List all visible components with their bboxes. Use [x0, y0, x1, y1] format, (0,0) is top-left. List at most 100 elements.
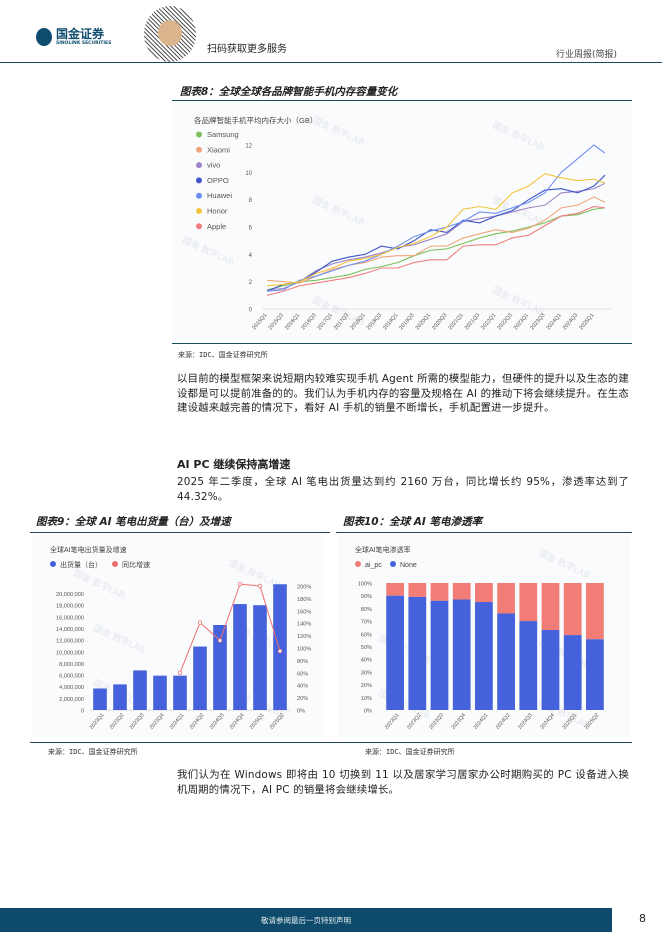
x-tick-label: 2024Q4 [229, 712, 246, 730]
y-right-tick-label: 100% [297, 647, 311, 653]
bar-none-2024Q2 [497, 613, 515, 710]
bar-2023Q3 [133, 670, 147, 710]
growth-point-2024Q2 [197, 620, 203, 625]
growth-point-2025Q2 [277, 648, 283, 654]
series-line-huawei [266, 144, 606, 292]
x-tick-label: 2021Q1 [448, 312, 465, 331]
y-tick-label: 12 [245, 144, 252, 150]
bar-none-2023Q2 [408, 596, 427, 710]
legend-marker [196, 162, 202, 169]
x-tick-label: 2019Q1 [382, 312, 399, 331]
logo-icon [36, 28, 52, 46]
legend-label: 同比增速 [122, 560, 150, 569]
y-tick-label: 8 [249, 198, 253, 204]
x-tick-label: 2024Q1 [473, 712, 490, 730]
qr-caption: 扫码获取更多服务 [207, 44, 287, 55]
y-tick-label: 0 [249, 308, 253, 314]
x-tick-label: 2025Q1 [249, 712, 266, 730]
bar-ai-pc-2024Q1 [475, 583, 493, 603]
figure10-title: 图表10：全球 AI 笔电渗透率 [343, 516, 482, 528]
x-tick-label: 2023Q2 [406, 712, 423, 730]
y-tick-label: 90% [361, 594, 372, 600]
figure9-title: 图表9：全球 AI 笔电出货量（台）及增速 [36, 516, 231, 528]
watermark: 国金 数字LAB [491, 119, 546, 152]
bar-none-2024Q3 [519, 621, 538, 710]
y-left-tick-label: 14,000,000 [56, 627, 84, 633]
series-line-samsung [266, 207, 606, 291]
bar-ai-pc-2024Q3 [519, 583, 538, 622]
watermark: 国金 数字LAB [537, 547, 592, 580]
y-left-tick-label: 16,000,000 [56, 615, 84, 621]
series-line-oppo [266, 174, 606, 292]
y-tick-label: 0% [364, 709, 372, 715]
section-heading: AI PC 继续保持高增速 [177, 458, 291, 471]
growth-point-2024Q1 [177, 670, 183, 675]
legend-marker [50, 561, 56, 567]
bar-ai-pc-2023Q1 [386, 583, 404, 596]
watermark: 国金 数字LAB [311, 194, 366, 227]
header-divider [0, 62, 662, 63]
x-tick-label: 2025Q1 [578, 312, 595, 331]
y-tick-label: 60% [361, 632, 372, 638]
bar-ai-pc-2023Q4 [452, 583, 471, 600]
figure9-top-rule [30, 532, 330, 533]
brand-cn: 国金证券 [56, 27, 105, 41]
figure8-bottom-rule [172, 343, 632, 344]
bar-ai-pc-2025Q1 [563, 583, 582, 636]
y-tick-label: 10% [361, 696, 372, 702]
legend-label: Xiaomi [207, 145, 230, 154]
x-tick-label: 2024Q1 [169, 712, 186, 730]
y-tick-label: 30% [361, 670, 372, 676]
legend-label: OPPO [207, 176, 229, 185]
figures-bottom-rule [30, 742, 632, 743]
y-tick-label: 40% [361, 658, 372, 664]
x-tick-label: 2024Q4 [539, 712, 556, 730]
x-tick-label: 2020Q1 [415, 312, 432, 331]
x-tick-label: 2024Q1 [546, 312, 563, 331]
y-tick-label: 70% [361, 620, 372, 626]
legend-label: vivo [207, 161, 220, 170]
qr-code[interactable] [144, 6, 196, 62]
figure9-source: 来源：IDC、国金证券研究所 [48, 748, 138, 756]
series-line-vivo [266, 182, 606, 291]
y-right-tick-label: 180% [297, 597, 311, 603]
figure8-source: 来源：IDC、国金证券研究所 [178, 351, 268, 359]
watermark: 国金 数字LAB [92, 622, 147, 655]
figure8-top-rule [172, 100, 632, 101]
legend-marker [196, 131, 202, 138]
y-left-tick-label: 2,000,000 [59, 697, 84, 703]
bar-ai-pc-2023Q3 [430, 583, 449, 601]
x-tick-label: 2015Q3 [268, 312, 285, 331]
series-line-honor [266, 173, 606, 287]
x-tick-label: 2023Q3 [129, 712, 146, 730]
y-right-tick-label: 0% [297, 709, 305, 715]
y-left-tick-label: 10,000,000 [56, 650, 84, 656]
bar-none-2025Q1 [563, 635, 582, 710]
legend-marker [196, 223, 202, 230]
bar-none-2023Q1 [386, 595, 404, 710]
bar-none-2023Q3 [430, 600, 449, 710]
bar-ai-pc-2024Q2 [497, 583, 515, 614]
x-tick-label: 2015Q1 [251, 312, 268, 331]
growth-point-2024Q3 [217, 638, 223, 643]
y-left-tick-label: 18,000,000 [56, 604, 84, 610]
bar-2024Q2 [193, 646, 207, 710]
y-right-tick-label: 120% [297, 634, 311, 640]
growth-point-2025Q1 [257, 583, 263, 589]
y-tick-label: 4 [249, 253, 253, 259]
legend-label: Honor [207, 207, 228, 216]
y-right-tick-label: 160% [297, 609, 311, 615]
figure8-chart: 国金 数字LAB 国金 数字LAB 国金 数字LAB 国金 数字LAB 国金 数字LAB… [172, 102, 632, 377]
bar-2024Q3 [213, 625, 227, 710]
x-tick-label: 2020Q3 [431, 312, 448, 331]
x-tick-label: 2024Q3 [209, 712, 226, 730]
y-tick-label: 10 [245, 171, 252, 177]
body-paragraph-3: 我们认为在 Windows 即将由 10 切换到 11 以及居家学习居家办公时期… [177, 769, 629, 796]
legend-label: ai_pc [365, 562, 382, 569]
x-tick-label: 2023Q1 [513, 312, 530, 331]
series-line-apple [266, 205, 606, 296]
legend-marker [196, 208, 202, 214]
x-tick-label: 2016Q3 [300, 312, 317, 331]
bar-none-2024Q1 [475, 602, 493, 710]
watermark: 国金 数字LAB [311, 114, 366, 147]
